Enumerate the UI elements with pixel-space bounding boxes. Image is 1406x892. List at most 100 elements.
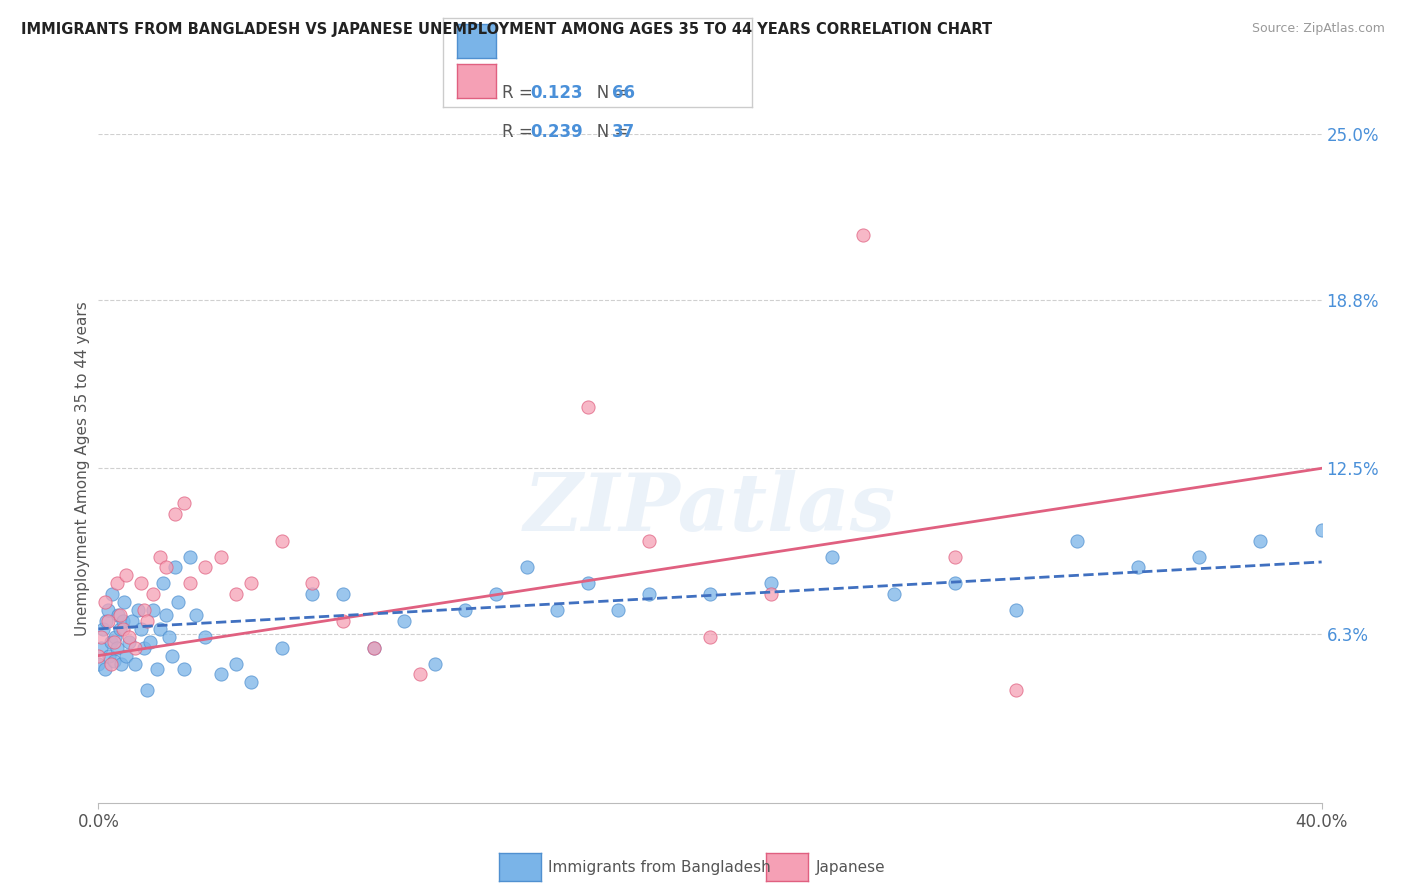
Text: 66: 66: [612, 84, 634, 102]
Point: [821, 549, 844, 564]
Point: [97, 603, 120, 617]
Point: [179, 549, 201, 564]
Text: Japanese: Japanese: [815, 860, 886, 874]
Point: [100, 657, 122, 671]
Point: [142, 603, 165, 617]
Point: [157, 630, 180, 644]
Point: [1310, 523, 1333, 537]
Point: [225, 657, 247, 671]
Point: [93, 595, 115, 609]
Point: [101, 587, 124, 601]
Text: 37: 37: [612, 123, 636, 141]
Point: [167, 595, 190, 609]
Point: [145, 662, 167, 676]
Point: [90, 640, 112, 655]
Point: [129, 576, 152, 591]
Point: [155, 608, 177, 623]
Point: [103, 635, 125, 649]
Point: [87, 648, 110, 663]
Point: [121, 614, 143, 628]
Point: [142, 587, 165, 601]
Point: [392, 614, 416, 628]
Point: [1128, 560, 1150, 574]
Point: [100, 635, 122, 649]
Point: [115, 568, 138, 582]
Point: [485, 587, 508, 601]
Text: N =: N =: [581, 123, 633, 141]
Point: [240, 675, 263, 690]
Point: [270, 533, 294, 548]
Point: [136, 614, 159, 628]
Point: [155, 560, 177, 574]
Point: [94, 614, 117, 628]
Point: [149, 622, 172, 636]
Point: [1188, 549, 1211, 564]
Point: [163, 507, 186, 521]
Point: [118, 630, 141, 644]
Text: 0.123: 0.123: [530, 84, 582, 102]
Point: [576, 400, 599, 414]
Point: [111, 614, 134, 628]
Point: [134, 640, 156, 655]
Point: [124, 657, 146, 671]
Text: R =: R =: [502, 123, 538, 141]
Point: [852, 228, 875, 243]
Point: [103, 654, 125, 668]
Point: [638, 587, 661, 601]
Point: [152, 576, 174, 591]
Point: [173, 496, 195, 510]
Text: R =: R =: [502, 84, 538, 102]
Text: N =: N =: [581, 84, 633, 102]
Point: [104, 630, 127, 644]
Point: [105, 576, 128, 591]
Point: [179, 576, 201, 591]
Point: [638, 533, 661, 548]
Point: [699, 630, 721, 644]
Text: 0.239: 0.239: [530, 123, 583, 141]
Point: [332, 614, 354, 628]
Point: [118, 635, 141, 649]
Point: [301, 587, 323, 601]
Point: [270, 640, 294, 655]
Point: [163, 560, 186, 574]
Point: [93, 662, 115, 676]
Point: [546, 603, 568, 617]
Point: [363, 640, 385, 655]
Point: [423, 657, 446, 671]
Point: [607, 603, 630, 617]
Point: [576, 576, 599, 591]
Point: [516, 560, 538, 574]
Point: [111, 622, 134, 636]
Point: [194, 630, 217, 644]
Point: [149, 549, 172, 564]
Point: [699, 587, 721, 601]
Point: [107, 608, 129, 623]
Point: [225, 587, 247, 601]
Point: [186, 608, 208, 623]
Point: [454, 603, 477, 617]
Point: [761, 576, 783, 591]
Point: [363, 640, 385, 655]
Y-axis label: Unemployment Among Ages 35 to 44 years: Unemployment Among Ages 35 to 44 years: [75, 301, 90, 636]
Point: [240, 576, 263, 591]
Point: [943, 576, 966, 591]
Point: [209, 667, 232, 681]
Text: Immigrants from Bangladesh: Immigrants from Bangladesh: [548, 860, 770, 874]
Point: [110, 657, 132, 671]
Point: [1066, 533, 1088, 548]
Point: [91, 622, 114, 636]
Text: IMMIGRANTS FROM BANGLADESH VS JAPANESE UNEMPLOYMENT AMONG AGES 35 TO 44 YEARS CO: IMMIGRANTS FROM BANGLADESH VS JAPANESE U…: [21, 22, 993, 37]
Point: [139, 635, 162, 649]
Point: [408, 667, 430, 681]
Point: [105, 640, 128, 655]
Text: ZIPatlas: ZIPatlas: [524, 470, 896, 547]
Point: [112, 595, 135, 609]
Point: [108, 622, 131, 636]
Point: [129, 622, 152, 636]
Point: [883, 587, 905, 601]
Point: [98, 648, 121, 663]
Point: [115, 648, 138, 663]
Point: [136, 683, 159, 698]
Point: [1250, 533, 1272, 548]
Point: [301, 576, 323, 591]
